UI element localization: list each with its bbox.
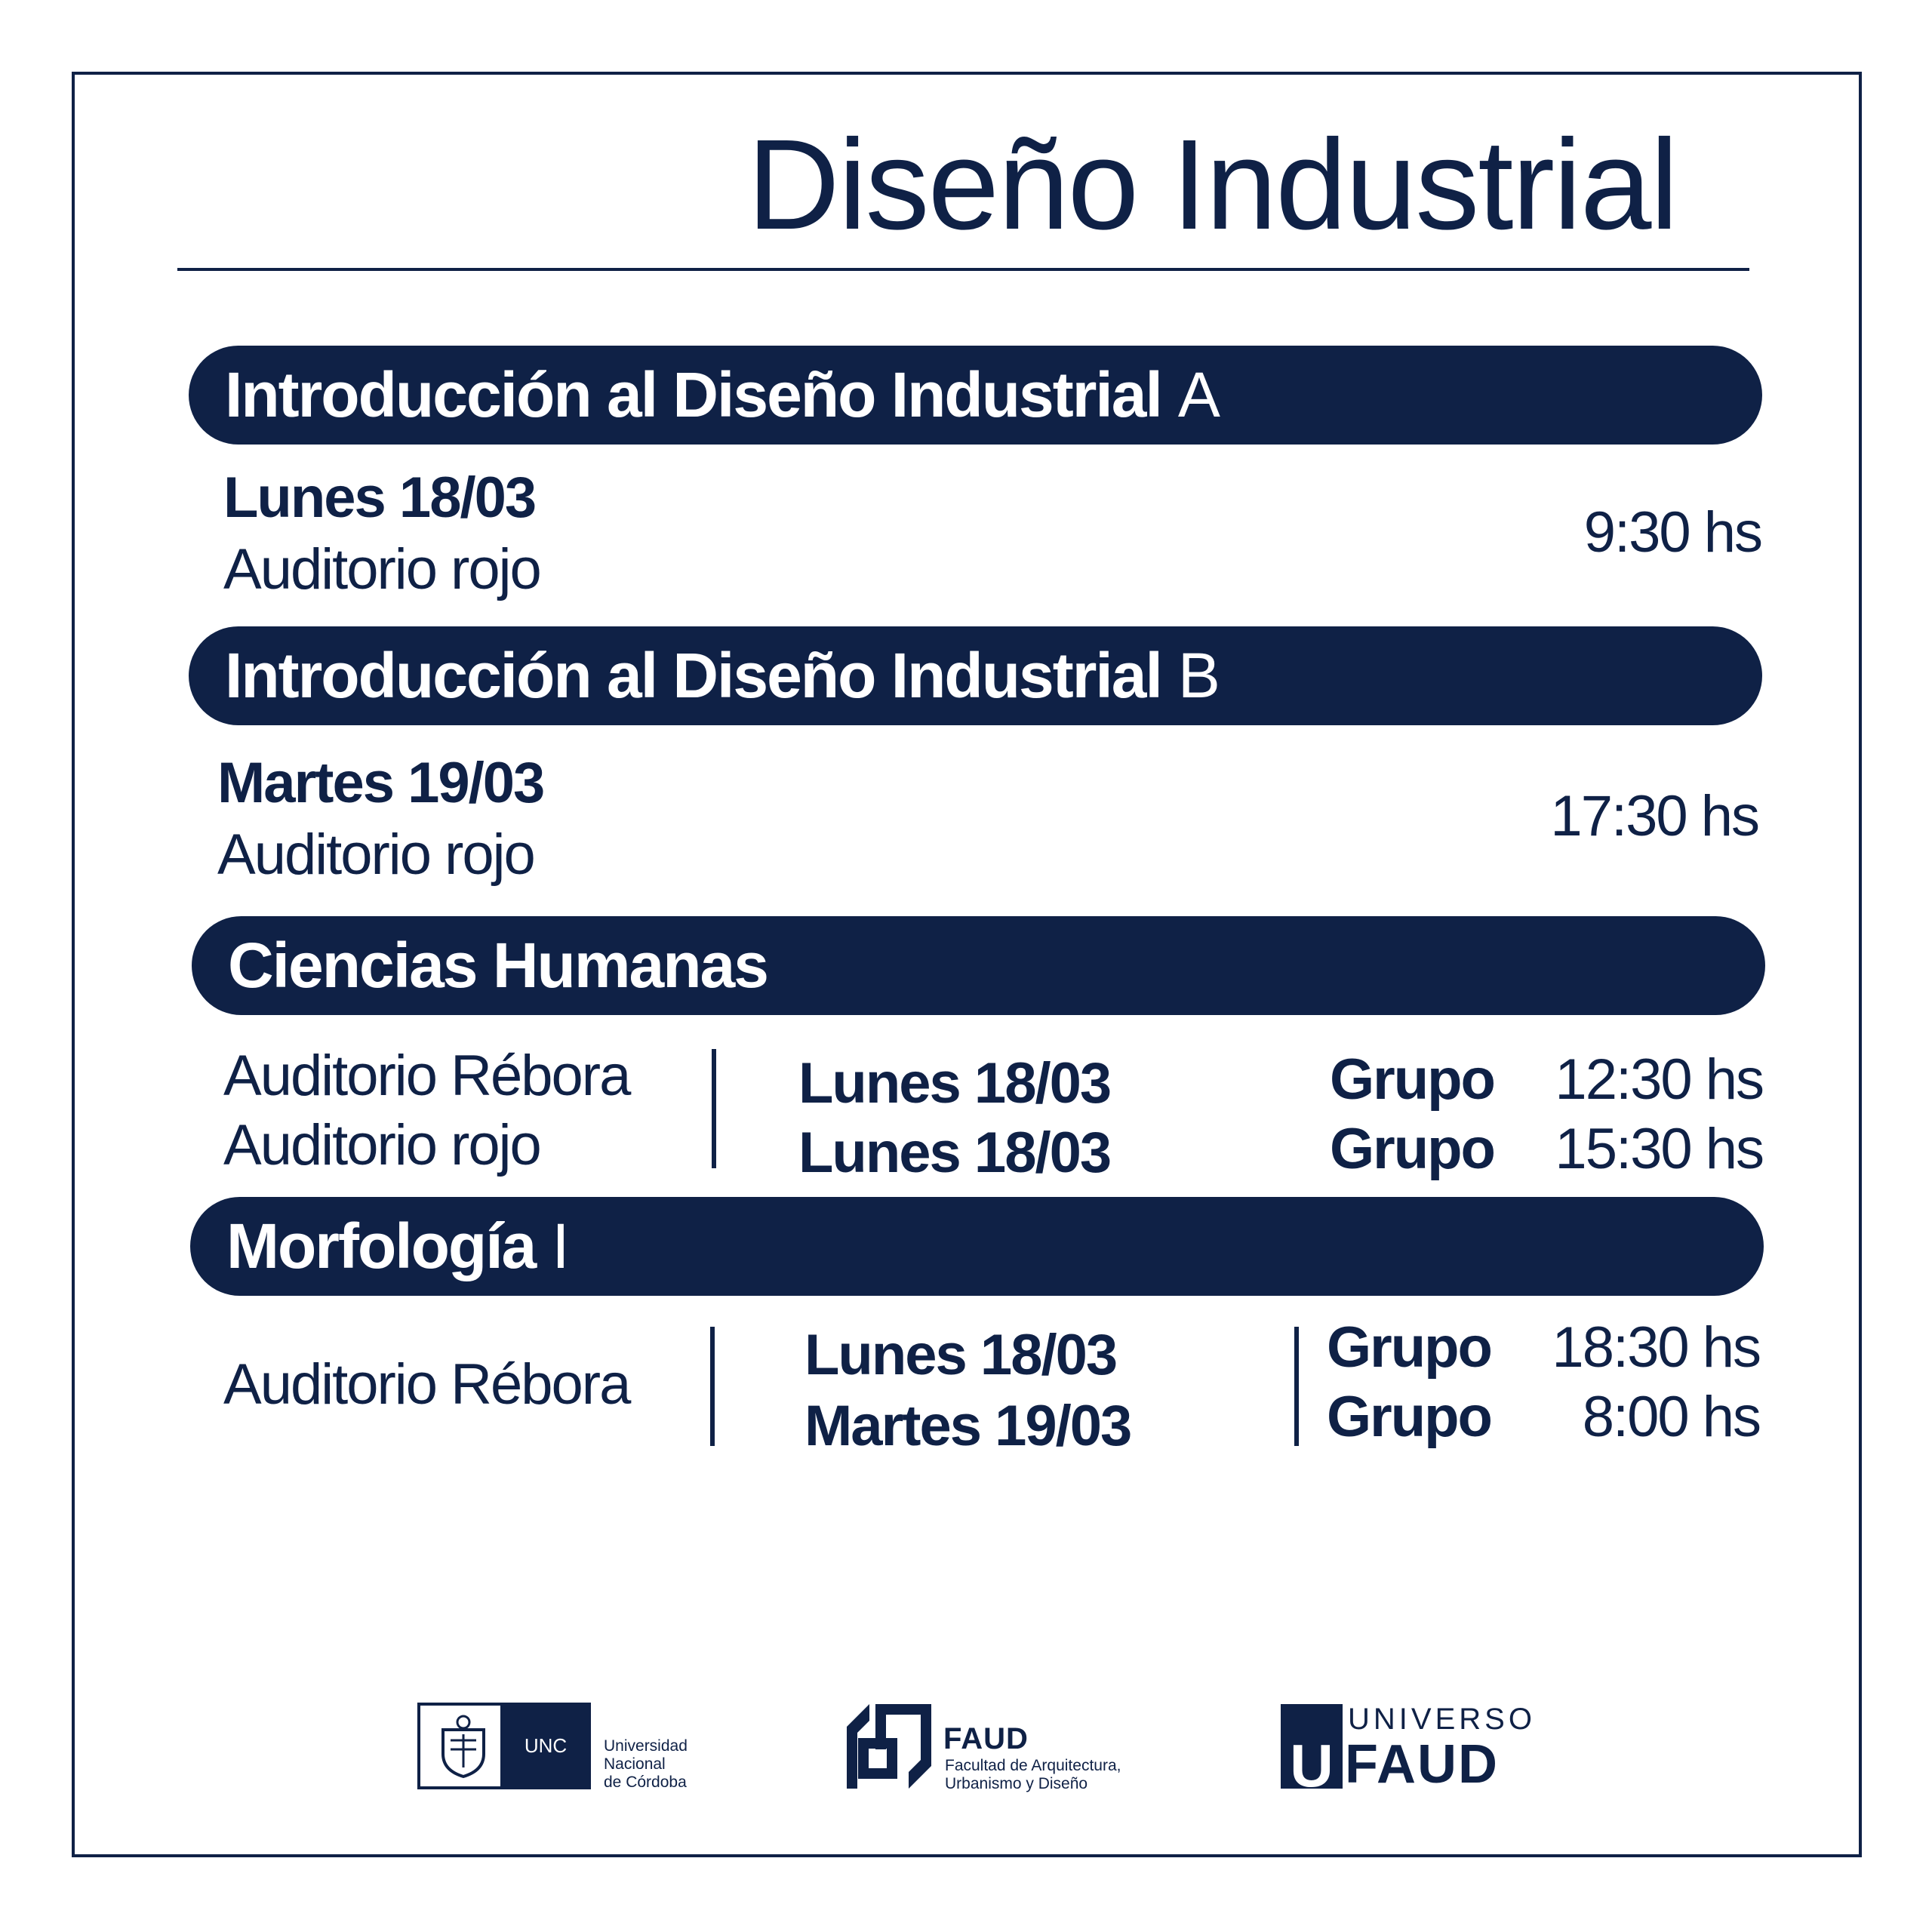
section-suffix: A [1177, 359, 1220, 430]
morfologia-day-2: Martes 19/03 [804, 1394, 1132, 1458]
morfologia-group-1: Grupo [1327, 1315, 1493, 1380]
section-suffix: I [552, 1211, 569, 1281]
faud-mark-icon [847, 1704, 931, 1789]
column-divider [1294, 1327, 1299, 1446]
intro-a-room: Auditorio rojo [223, 537, 542, 601]
ciencias-time-1: 12:30 hs [1555, 1048, 1764, 1112]
section-name: Morfología [226, 1211, 537, 1281]
column-divider [712, 1049, 716, 1168]
ciencias-group-2: Grupo [1330, 1117, 1496, 1181]
section-header-ciencias: Ciencias Humanas [192, 916, 1765, 1015]
morfologia-group-2: Grupo [1327, 1385, 1493, 1449]
title-divider [177, 268, 1749, 271]
ciencias-room-1: Auditorio Rébora [223, 1044, 631, 1108]
unc-line-1: Universidad [604, 1737, 688, 1755]
section-name: Ciencias Humanas [228, 930, 769, 1001]
faud-line-2: Urbanismo y Diseño [945, 1775, 1088, 1792]
universo-block [1281, 1704, 1343, 1789]
intro-b-room: Auditorio rojo [217, 823, 536, 887]
morfologia-time-2: 8:00 hs [1582, 1385, 1761, 1449]
unc-line-2: Nacional [604, 1755, 666, 1773]
intro-b-day: Martes 19/03 [217, 751, 545, 815]
section-suffix: B [1177, 640, 1220, 711]
universo-letter: U [1290, 1732, 1334, 1799]
ciencias-day-1: Lunes 18/03 [798, 1051, 1112, 1115]
intro-b-time: 17:30 hs [1550, 784, 1760, 848]
intro-a-day: Lunes 18/03 [223, 466, 537, 530]
morfologia-time-1: 18:30 hs [1552, 1315, 1761, 1380]
section-header-intro-a: Introducción al Diseño Industrial A [189, 346, 1762, 445]
crest-icon [441, 1715, 485, 1778]
ciencias-room-2: Auditorio rojo [223, 1113, 542, 1177]
faud-abbr: FAUD [943, 1722, 1029, 1755]
page-frame [72, 72, 1862, 1857]
section-name: Introducción al Diseño Industrial [225, 640, 1163, 711]
column-divider [710, 1327, 715, 1446]
page-title: Diseño Industrial [747, 113, 1678, 257]
universo-bottom: FAUD [1345, 1734, 1499, 1795]
faud-line-1: Facultad de Arquitectura, [945, 1757, 1121, 1774]
section-header-intro-b: Introducción al Diseño Industrial B [189, 626, 1762, 725]
intro-a-time: 9:30 hs [1583, 500, 1763, 565]
morfologia-room: Auditorio Rébora [223, 1352, 631, 1417]
universo-top: UNIVERSO [1348, 1703, 1536, 1736]
ciencias-time-2: 15:30 hs [1555, 1117, 1764, 1181]
ciencias-day-2: Lunes 18/03 [798, 1121, 1112, 1185]
unc-line-3: de Córdoba [604, 1774, 687, 1791]
section-name: Introducción al Diseño Industrial [225, 359, 1163, 430]
unc-abbr: UNC [500, 1703, 591, 1789]
section-header-morfologia: Morfología I [190, 1197, 1764, 1296]
ciencias-group-1: Grupo [1330, 1048, 1496, 1112]
morfologia-day-1: Lunes 18/03 [804, 1323, 1118, 1387]
